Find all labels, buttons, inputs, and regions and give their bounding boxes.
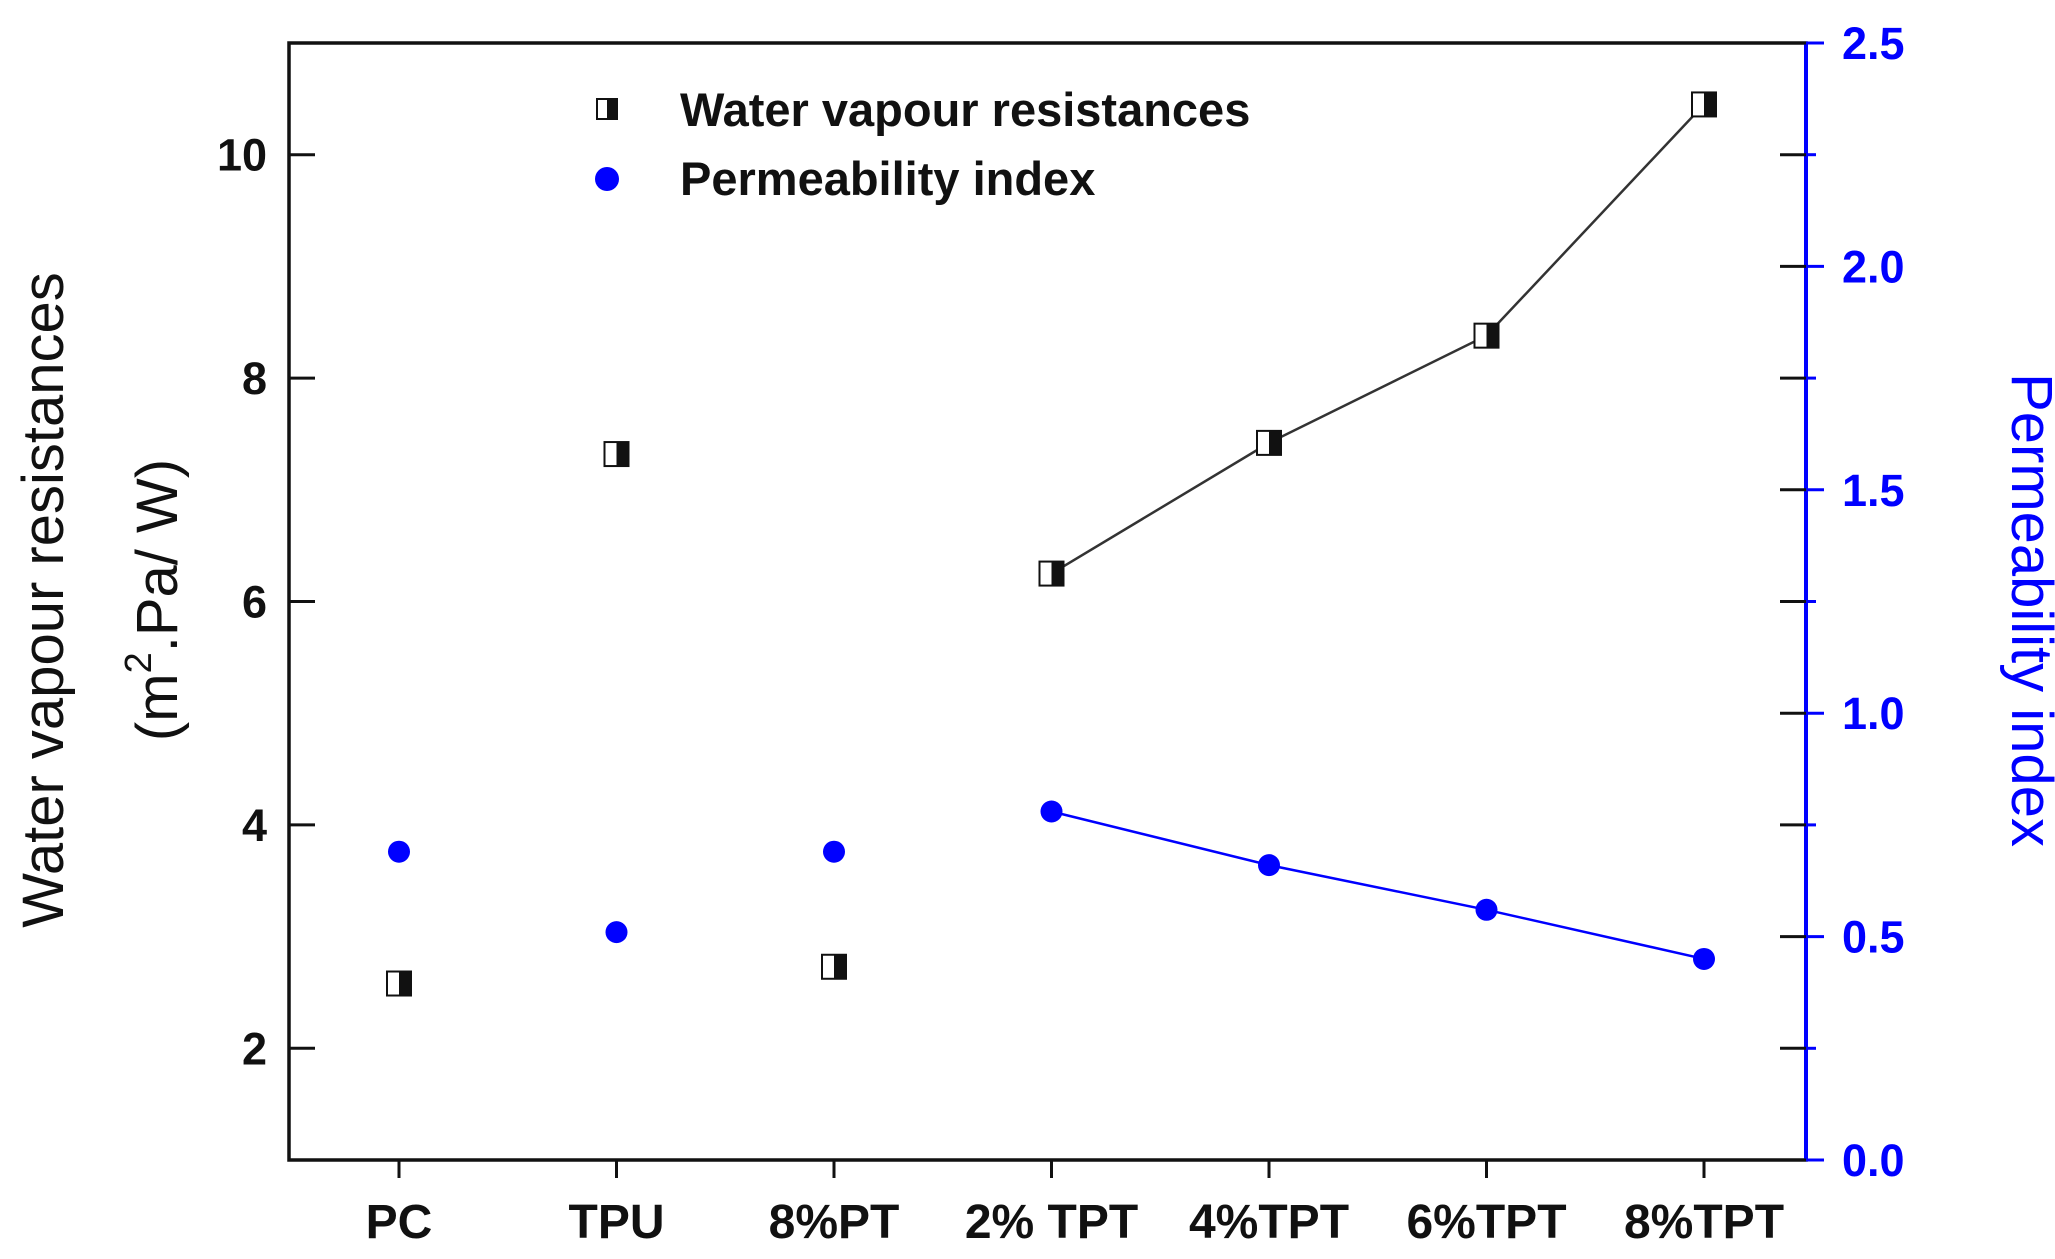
left-axis-title-unit-prefix: (m — [125, 673, 190, 741]
left-axis-title-line1: Water vapour resistances — [11, 272, 76, 927]
right-axis-ticks: 0.0 0.5 1.0 1.5 2.0 2.5 — [1780, 18, 1905, 1186]
right-tick-label: 2.5 — [1842, 18, 1905, 69]
permeability-point — [1475, 898, 1498, 921]
water-vapour-point — [1038, 560, 1065, 587]
x-tick-label: PC — [366, 1196, 433, 1249]
permeability-point — [605, 921, 628, 944]
water-vapour-point-fill — [1051, 561, 1064, 586]
water-vapour-point — [603, 441, 630, 468]
left-axis-ticks: 2 4 6 8 10 — [217, 130, 315, 1074]
water-vapour-point-fill — [834, 954, 846, 979]
left-tick-label: 8 — [242, 353, 267, 404]
left-axis-title-unit-sup: 2 — [118, 652, 160, 673]
legend: Water vapour resistances Permeability in… — [595, 83, 1250, 205]
x-tick-label: 8%TPT — [1624, 1196, 1784, 1249]
legend-label-water-vapour: Water vapour resistances — [680, 83, 1250, 136]
legend-marker-water-vapour — [596, 98, 618, 120]
right-tick-label: 0.5 — [1842, 912, 1905, 963]
right-axis-title: Permeability index — [1999, 373, 2055, 847]
right-tick-label: 0.0 — [1842, 1135, 1905, 1186]
left-tick-label: 6 — [242, 577, 267, 628]
water-vapour-point-fill — [399, 971, 411, 996]
water-vapour-point — [1691, 91, 1717, 118]
left-axis-title-line2: (m2.Pa/ W) — [118, 459, 190, 741]
x-tick-label: TPU — [569, 1196, 665, 1249]
water-vapour-point — [821, 953, 847, 980]
permeability-trend-line — [1051, 810, 1705, 961]
permeability-point — [388, 840, 410, 863]
water-vapour-point — [1473, 322, 1500, 349]
water-vapour-point — [1256, 429, 1282, 456]
water-vapour-point-fill — [616, 442, 629, 467]
water-vapour-point-fill — [1704, 92, 1716, 117]
x-tick-label: 2% TPT — [965, 1196, 1138, 1249]
permeability-point — [1693, 947, 1715, 970]
water-vapour-trend-line — [1050, 103, 1705, 575]
permeability-point — [823, 840, 845, 863]
right-tick-label: 1.0 — [1842, 688, 1905, 739]
permeability-point — [1040, 800, 1063, 823]
right-tick-label: 2.0 — [1842, 241, 1905, 292]
right-tick-label: 1.5 — [1842, 465, 1905, 516]
plot-frame — [287, 41, 1808, 1162]
permeability-point — [1258, 854, 1280, 877]
left-tick-label: 2 — [242, 1023, 267, 1074]
water-vapour-point-fill — [1486, 323, 1499, 348]
x-tick-label: 4%TPT — [1189, 1196, 1349, 1249]
left-axis-title-unit-suffix: .Pa/ W) — [125, 459, 190, 652]
x-tick-label: 6%TPT — [1406, 1196, 1566, 1249]
legend-label-permeability: Permeability index — [680, 152, 1095, 205]
left-tick-label: 4 — [242, 800, 267, 851]
x-axis-ticks: PC TPU 8%PT 2% TPT 4%TPT 6%TPT 8%TPT — [366, 1160, 1784, 1249]
x-tick-label: 8%PT — [769, 1196, 900, 1249]
water-vapour-point-fill — [1269, 430, 1281, 455]
left-tick-label: 10 — [217, 130, 267, 181]
legend-marker-permeability — [595, 167, 619, 191]
left-axis-title: Water vapour resistances (m2.Pa/ W) — [11, 272, 190, 927]
series-layer — [386, 91, 1717, 997]
water-vapour-point — [386, 970, 412, 997]
